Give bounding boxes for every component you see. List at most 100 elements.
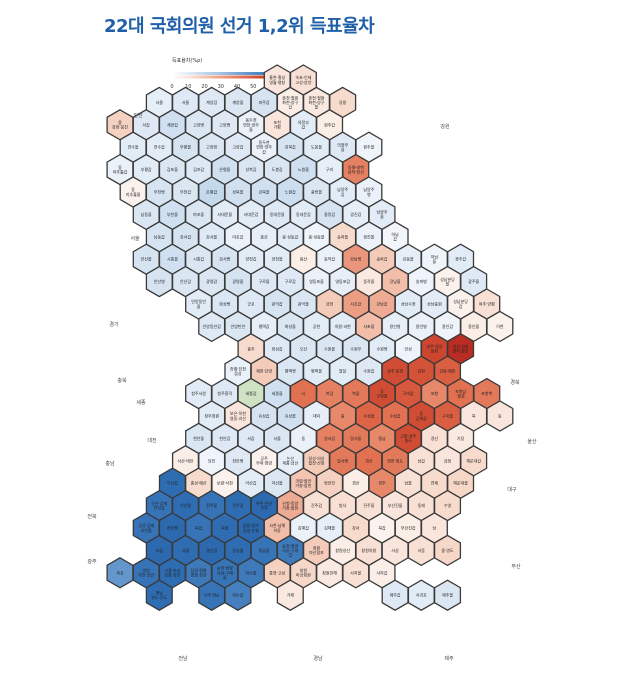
legend-tick: 30 [217, 84, 224, 90]
district-name: 갑 [302, 124, 306, 130]
district-name: 서대문을 [217, 211, 232, 217]
district-name: 여수을 [245, 569, 256, 575]
district-name: 익산갑 [167, 480, 178, 486]
district-hex[interactable]: 이천 [486, 310, 514, 343]
district-name: 삼척·정선 [348, 168, 364, 174]
district-name: 평택병 [285, 368, 296, 374]
district-name: 전주병 [167, 525, 178, 531]
district-name: 갑 [341, 191, 345, 197]
district-name: 도봉갑 [272, 166, 283, 172]
district-hex-shape[interactable] [486, 400, 514, 432]
district-name: 상주·문경 [387, 368, 403, 374]
district-name: 을 [380, 214, 384, 219]
district-name: 창원성산 [335, 547, 350, 553]
district-name: 기장 [457, 435, 465, 441]
district-name: 해운대갑 [466, 457, 481, 463]
district-name: 동 [131, 187, 135, 192]
district-name: 달서갑 [324, 435, 335, 441]
district-hex[interactable]: 여수갑 [224, 579, 252, 611]
district-name: 강화·옹진 [112, 124, 128, 130]
district-name: 서초갑 [350, 301, 361, 307]
district-name: 서울 [156, 99, 164, 105]
district-name: 서울 [182, 99, 190, 105]
district-name: 수영 [444, 502, 452, 508]
district-name: 미추홀을 [126, 191, 141, 197]
district-hex[interactable]: 거제 [276, 579, 304, 611]
district-hex[interactable]: 서귀포 [407, 579, 435, 611]
district-hex[interactable]: 창원진해 [316, 557, 344, 589]
district-name: 김포갑 [193, 166, 204, 172]
district-name: 연천·양주 [256, 144, 272, 150]
district-name: 영덕·울진 [453, 348, 469, 354]
district-name: 수원병 [376, 345, 387, 351]
district-name: 의왕·과천 [335, 323, 351, 329]
district-name: 북을 [352, 391, 360, 396]
district-name: 서동 [418, 547, 426, 553]
district-name: 의정부 [337, 141, 348, 147]
district-name: 연수을 [128, 144, 139, 150]
district-name: 영암 [143, 567, 151, 573]
district-name: 완도·진도 [151, 594, 167, 600]
district-name: 중·성동갑 [282, 233, 298, 239]
district-name: 북을 [221, 526, 229, 531]
district-name: 안성 [405, 345, 413, 351]
district-hex[interactable]: 목포 [106, 557, 134, 589]
district-name: 완주·진안 [256, 500, 272, 506]
district-name: 달서을 [350, 435, 361, 441]
district-name: 구미을 [442, 413, 453, 419]
district-name: 고양병 [193, 121, 204, 127]
district-hex-shape[interactable] [145, 579, 173, 611]
district-name: 고양갑 [232, 144, 243, 150]
region-label: 전북 [87, 513, 97, 520]
district-hex[interactable]: 제주갑 [381, 579, 409, 611]
map-title: 22대 국회의원 선거 1,2위 득표율차 [104, 16, 375, 37]
district-hex[interactable]: 서동 [407, 534, 435, 567]
district-name: 양천갑 [245, 256, 256, 262]
district-hex[interactable]: 제주을 [433, 579, 462, 611]
legend-color-bar [172, 72, 302, 79]
district-name: 용인을 [468, 323, 479, 329]
district-name: 나주·화순 [204, 592, 220, 598]
district-name: 세종갑 [245, 390, 256, 396]
district-name: 연천·양주 [243, 121, 259, 127]
district-name: 산청·함양 [282, 500, 298, 506]
district-name: 의성·청송 [453, 343, 469, 349]
district-name: 군산·김제 [138, 522, 154, 528]
district-name: 화천·양구 [309, 99, 325, 105]
district-name: 마산회원 [296, 572, 311, 578]
district-name: 시흥갑 [193, 256, 204, 262]
district-name: 오산 [300, 345, 308, 351]
district-hex-shape[interactable] [433, 534, 462, 567]
district-name: 합천·산청 [309, 460, 325, 466]
district-hex[interactable]: 안산병 [145, 265, 173, 298]
district-name: 순천·광양 [282, 542, 298, 548]
district-name: 목포 [116, 570, 124, 575]
district-hex-shape[interactable] [224, 579, 252, 611]
district-hex[interactable]: 사하을 [342, 557, 370, 589]
district-name: 하동 [274, 527, 282, 533]
district-name: 방사 [339, 502, 347, 508]
district-name: 안양동안갑 [202, 323, 221, 329]
district-name: 제주갑 [390, 592, 401, 598]
district-name: 을 [446, 281, 450, 286]
district-hex[interactable]: 동 [486, 400, 514, 432]
district-hex[interactable]: 안양동안갑 [198, 310, 226, 343]
district-hex-shape[interactable] [276, 579, 304, 611]
district-name: 강릉 [339, 99, 347, 105]
district-name: 화성병 [219, 301, 230, 307]
district-name: 충주 [247, 345, 255, 351]
district-name: 갑 [262, 148, 266, 154]
district-name: 팔달 [339, 368, 347, 374]
district-hex[interactable]: 중·영도 [433, 534, 462, 567]
district-name: 김해을 [324, 525, 335, 531]
district-name: 음성 [234, 370, 242, 376]
district-name: 성남분당 [440, 276, 455, 282]
district-hex-shape[interactable] [433, 579, 462, 611]
district-name: 방안진 [324, 480, 335, 486]
district-hex[interactable]: 나주·화순 [198, 579, 226, 611]
district-hex-shape[interactable] [486, 310, 514, 343]
